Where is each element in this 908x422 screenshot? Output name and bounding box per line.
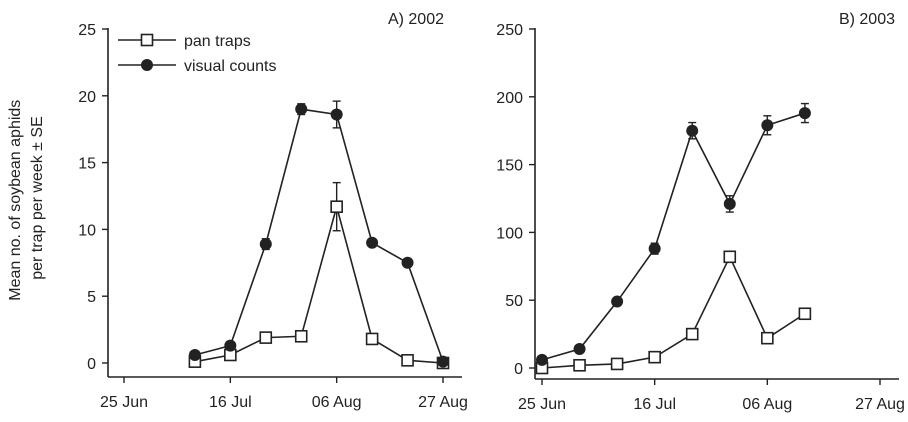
panel-a-pan-traps-point xyxy=(294,329,308,343)
panel-a-y-tick-label: 25 xyxy=(78,22,96,39)
panel-a-2002: pan traps visual counts A) 2002 0 5 10 15 20… xyxy=(78,11,468,411)
panel-a-visual-counts-point xyxy=(295,103,308,116)
panel-a-title: A) 2002 xyxy=(388,11,444,28)
legend-visual-counts-label: visual counts xyxy=(184,58,277,75)
panel-b-x-tick-label: 06 Aug xyxy=(742,396,792,413)
panel-a-y-tick-label: 20 xyxy=(78,89,96,106)
panel-b-2003: B) 2003 0 50 100 150 200 250 25 Jun 16 Jul 06 Au… xyxy=(496,11,905,413)
panel-b-x-tick-label: 25 Jun xyxy=(518,396,566,413)
panel-b-title: B) 2003 xyxy=(839,11,895,28)
panel-b-pan-traps-point xyxy=(648,350,661,364)
panel-a-visual-counts-point xyxy=(188,348,201,361)
panel-a-pan-traps-point xyxy=(401,354,414,367)
panel-a-x-tick-label: 25 Jun xyxy=(100,394,148,411)
panel-a-x-tick-label: 16 Jul xyxy=(209,394,252,411)
panel-b-visual-counts-line xyxy=(541,112,806,361)
y-axis-title-line-1: Mean no. of soybean aphids xyxy=(7,100,24,301)
panel-b-pan-traps-point xyxy=(610,357,624,371)
panel-a-visual-counts-point xyxy=(437,355,449,368)
panel-a-visual-counts-point xyxy=(330,108,343,121)
panel-b-x-tick-label: 16 Jul xyxy=(633,396,676,413)
panel-b-visual-counts-point xyxy=(648,242,661,255)
y-axis-title: Mean no. of soybean aphids per trap per … xyxy=(7,95,46,300)
panel-b-pan-traps-point xyxy=(573,358,586,372)
legend-pan-traps-marker xyxy=(140,33,154,47)
panel-a-pan-traps-point xyxy=(330,200,343,213)
panel-b-visual-counts-point xyxy=(611,295,624,308)
panel-b-pan-traps-point xyxy=(761,331,774,345)
panel-b-visual-counts-point xyxy=(723,197,736,210)
y-axis-title-line-2: per trap per week ± SE xyxy=(29,116,46,280)
panel-b-y-tick-label: 100 xyxy=(496,225,523,242)
panel-b-y-tick-label: 200 xyxy=(496,90,523,107)
panel-a-x-tick-label: 27 Aug xyxy=(418,394,468,411)
panel-b-y-tick-label: 150 xyxy=(496,158,523,175)
panel-b-pan-traps-point xyxy=(798,307,812,321)
panel-b-pan-traps-point xyxy=(685,327,699,341)
panel-b-visual-counts-point xyxy=(761,119,774,132)
panel-a-pan-traps-point xyxy=(365,332,379,346)
panel-a-visual-counts-point xyxy=(259,238,272,251)
panel-a-visual-counts-point xyxy=(401,256,414,269)
panel-b-visual-counts-point xyxy=(798,107,811,120)
panel-b-y-tick-label: 250 xyxy=(496,22,523,39)
panel-a-pan-traps-point xyxy=(259,331,273,344)
panel-b-visual-counts-point xyxy=(573,343,586,356)
legend-visual-counts-marker xyxy=(141,59,153,71)
legend-pan-traps-label: pan traps xyxy=(184,33,251,50)
panel-a-y-tick-label: 5 xyxy=(87,289,96,306)
panel-b-pan-traps-point xyxy=(723,250,737,264)
panel-a-x-tick-label: 06 Aug xyxy=(312,394,362,411)
panel-a-visual-counts-point xyxy=(224,339,237,352)
panel-a-y-tick-label: 15 xyxy=(78,156,96,173)
panel-a-visual-counts-point xyxy=(366,236,379,249)
panel-a-visual-counts-line xyxy=(194,108,444,362)
legend: pan traps visual counts xyxy=(118,33,277,75)
panel-a-y-tick-label: 10 xyxy=(78,222,96,239)
panel-a-y-tick-label: 0 xyxy=(87,356,96,373)
panel-b-visual-counts-point xyxy=(536,353,548,366)
panel-b-visual-counts-point xyxy=(686,124,699,137)
panel-b-y-tick-label: 0 xyxy=(514,361,523,378)
panel-b-x-tick-label: 27 Aug xyxy=(855,396,905,413)
panel-b-y-tick-label: 50 xyxy=(505,293,523,310)
